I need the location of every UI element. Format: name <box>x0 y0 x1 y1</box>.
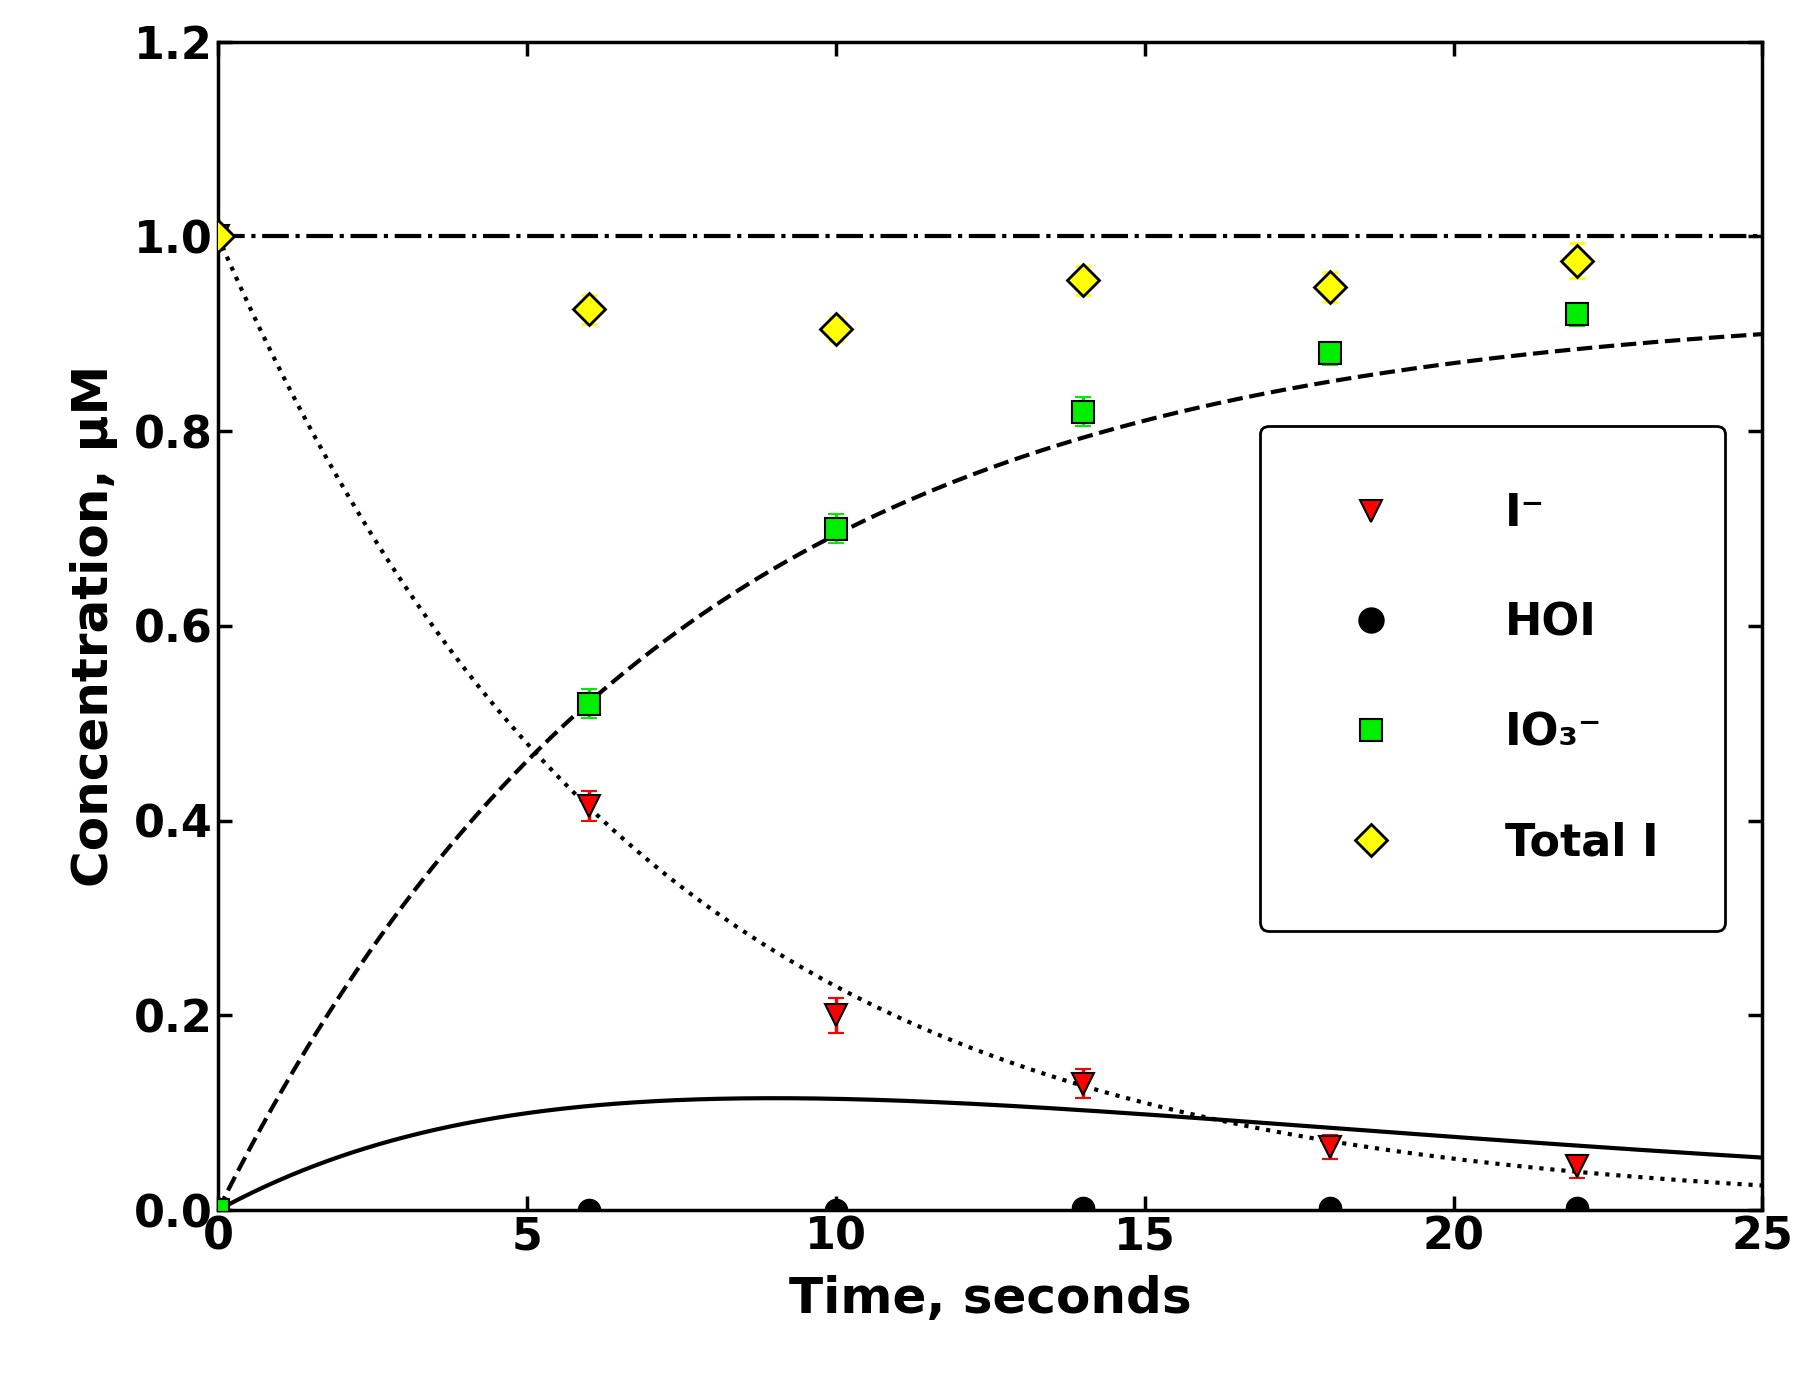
X-axis label: Time, seconds: Time, seconds <box>789 1274 1192 1323</box>
Legend: I⁻, HOI, IO₃⁻, Total I: I⁻, HOI, IO₃⁻, Total I <box>1259 426 1724 931</box>
Y-axis label: Concentration, μM: Concentration, μM <box>69 364 118 887</box>
